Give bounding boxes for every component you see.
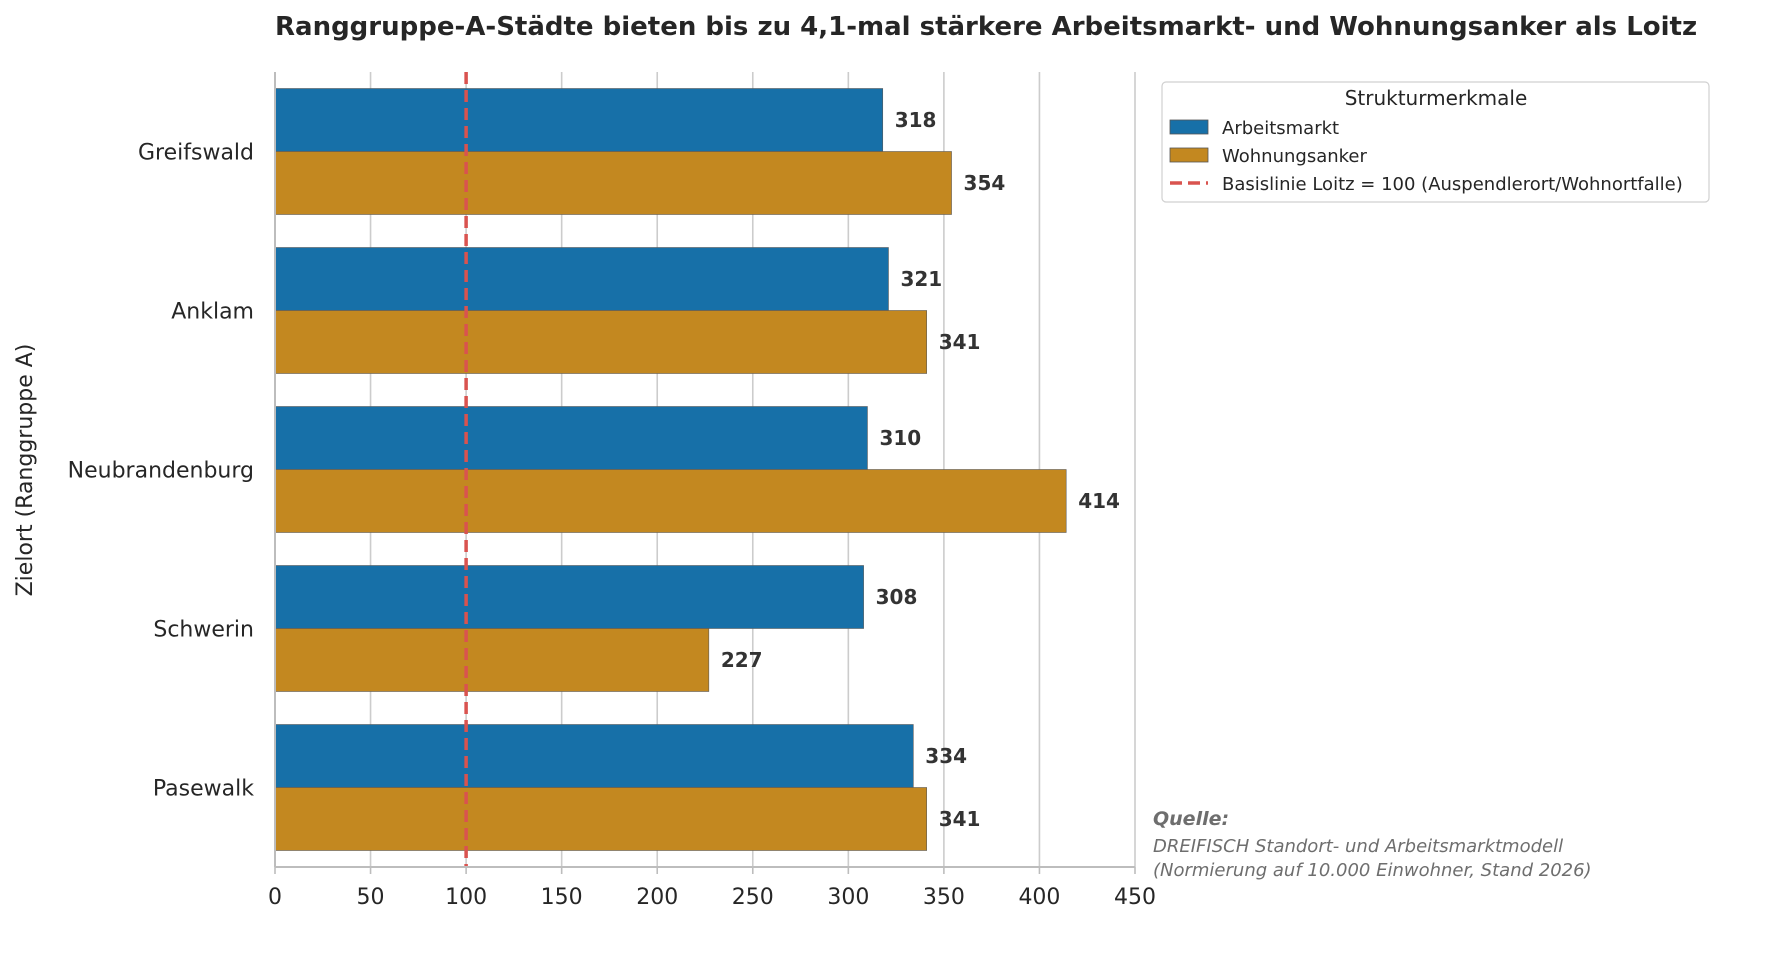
category-label: Schwerin (153, 618, 254, 643)
bars (274, 88, 1067, 851)
legend: Strukturmerkmale Arbeitsmarkt Wohnungsan… (1161, 81, 1710, 203)
legend-label-wohnungsanker: Wohnungsanker (1222, 146, 1367, 167)
value-label: 310 (879, 426, 921, 450)
value-label: 318 (895, 108, 937, 132)
legend-label-arbeitsmarkt: Arbeitsmarkt (1222, 118, 1339, 139)
x-tick-label: 250 (732, 885, 774, 910)
bar-arbeitsmarkt-anklam (274, 247, 889, 311)
bar-arbeitsmarkt-schwerin (274, 565, 864, 629)
x-tick-label: 400 (1018, 885, 1060, 910)
value-label: 414 (1078, 489, 1120, 513)
value-label: 334 (925, 744, 967, 768)
x-tick-label: 150 (541, 885, 583, 910)
value-labels: 318 354 321 341 310 414 308 227 334 341 (721, 108, 1120, 831)
category-label: Pasewalk (153, 777, 254, 802)
chart-title: Ranggruppe-A-Städte bieten bis zu 4,1-ma… (275, 12, 1697, 42)
x-tick-label: 300 (827, 885, 869, 910)
legend-title: Strukturmerkmale (1345, 86, 1528, 110)
axes: 0 50 100 150 200 250 300 350 400 450 Greifswald Ank… (68, 72, 1156, 910)
x-tick-label: 0 (268, 885, 282, 910)
bar-wohnungsanker-greifswald (274, 151, 952, 215)
value-label: 354 (964, 171, 1006, 195)
source-line-2: (Normierung auf 10.000 Einwohner, Stand … (1153, 860, 1592, 881)
source-heading: Quelle: (1153, 808, 1229, 830)
value-label: 321 (900, 267, 942, 291)
category-label: Greifswald (138, 141, 254, 166)
x-tick-label: 350 (923, 885, 965, 910)
category-label: Neubrandenburg (68, 459, 254, 484)
value-label: 341 (939, 807, 981, 831)
y-axis-title: Zielort (Ranggruppe A) (13, 344, 38, 597)
bar-wohnungsanker-schwerin (274, 628, 710, 692)
x-tick-label: 100 (445, 885, 487, 910)
bar-wohnungsanker-neubrandenburg (274, 469, 1067, 533)
source-line-1: DREIFISCH Standort- und Arbeitsmarktmode… (1153, 836, 1563, 857)
bar-wohnungsanker-anklam (274, 310, 927, 374)
value-label: 341 (939, 330, 981, 354)
bar-arbeitsmarkt-neubrandenburg (274, 406, 868, 470)
value-label: 308 (876, 585, 918, 609)
bar-wohnungsanker-pasewalk (274, 787, 927, 851)
legend-swatch-wohnungsanker (1169, 147, 1209, 163)
legend-swatch-arbeitsmarkt (1169, 119, 1209, 135)
x-tick-label: 200 (636, 885, 678, 910)
x-tick-label: 450 (1114, 885, 1156, 910)
legend-frame (1161, 81, 1710, 203)
bar-arbeitsmarkt-greifswald (274, 88, 884, 152)
category-label: Anklam (171, 300, 254, 325)
bar-arbeitsmarkt-pasewalk (274, 724, 914, 788)
legend-label-basislinie: Basislinie Loitz = 100 (Auspendlerort/Wo… (1222, 174, 1683, 195)
value-label: 227 (721, 648, 763, 672)
x-tick-label: 50 (357, 885, 385, 910)
source-note: Quelle: DREIFISCH Standort- und Arbeitsm… (1153, 808, 1592, 881)
